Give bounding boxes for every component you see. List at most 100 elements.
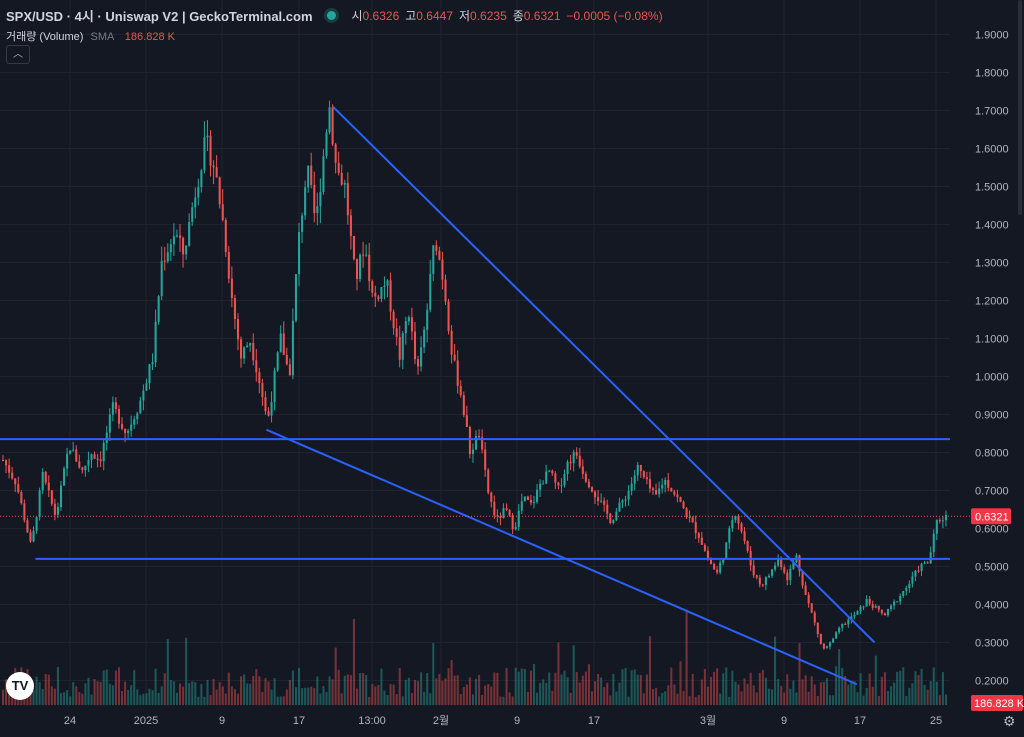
volume-bar — [374, 686, 377, 705]
volume-legend[interactable]: 거래량 (Volume) SMA 186.828 K — [6, 28, 175, 44]
candle — [264, 391, 267, 415]
candle-body — [279, 333, 282, 353]
candle — [612, 519, 615, 525]
candle — [355, 258, 359, 291]
volume-bar — [642, 693, 645, 705]
candle-body — [175, 235, 178, 237]
volume-bar — [844, 676, 847, 705]
volume-bar — [728, 696, 731, 705]
scrollbar[interactable] — [1018, 0, 1022, 215]
candle-body — [841, 624, 844, 628]
candle — [26, 517, 29, 533]
candle — [664, 477, 667, 493]
candle — [124, 428, 127, 443]
candle — [261, 378, 264, 406]
candle — [484, 442, 487, 477]
candle — [899, 593, 902, 605]
volume-bar — [453, 675, 456, 705]
volume-bar — [557, 642, 560, 705]
candle — [172, 223, 175, 256]
candle-body — [99, 459, 102, 462]
volume-bar — [389, 684, 392, 705]
volume-bar — [783, 692, 786, 705]
candle — [304, 180, 307, 220]
volume-bar — [5, 679, 8, 705]
candle-body — [737, 515, 740, 524]
candle-body — [148, 364, 151, 384]
candle — [102, 438, 105, 471]
candle-body — [682, 501, 685, 509]
candle — [66, 447, 69, 477]
candle-body — [200, 170, 203, 188]
candle-body — [450, 330, 453, 355]
volume-bar — [291, 670, 294, 705]
candle — [114, 397, 117, 414]
candle — [349, 209, 352, 250]
time-tick-label: 24 — [64, 715, 76, 727]
price-tick-label: 1.3000 — [975, 257, 1009, 269]
candle — [655, 483, 658, 496]
volume-bar — [529, 670, 532, 705]
candle-body — [17, 484, 20, 493]
candle-body — [935, 520, 938, 534]
candle-body — [670, 487, 673, 492]
candle — [767, 573, 771, 578]
volume-bar — [899, 670, 902, 705]
volume-bar — [929, 681, 932, 705]
candle-body — [127, 430, 130, 433]
candle — [444, 274, 447, 306]
candle-body — [401, 333, 404, 360]
volume-bar — [545, 683, 548, 705]
symbol-title[interactable]: SPX/USD · 4시 · Uniswap V2 | GeckoTermina… — [6, 9, 313, 24]
volume-bar — [426, 672, 429, 705]
candle-body — [441, 259, 444, 280]
trendlines — [0, 105, 950, 686]
candle — [584, 471, 587, 484]
candle-body — [502, 508, 505, 519]
candle-body — [740, 523, 743, 532]
candle — [542, 480, 545, 485]
volume-bar — [32, 690, 35, 705]
volume-bar — [258, 676, 261, 705]
volume-bar — [493, 672, 496, 705]
candle — [365, 244, 368, 257]
candle-body — [11, 472, 14, 479]
volume-bar — [175, 692, 178, 705]
volume-bar — [325, 691, 328, 705]
candle — [594, 490, 597, 504]
candle — [496, 509, 499, 523]
candle-body — [69, 450, 72, 454]
candle — [8, 458, 11, 479]
time-tick-label: 9 — [219, 715, 225, 727]
volume-bar — [578, 682, 581, 705]
candle-body — [886, 608, 890, 616]
candle-body — [893, 601, 896, 606]
volume-bar — [230, 686, 233, 705]
candle — [291, 308, 294, 380]
chevron-up-icon[interactable]: ︿ — [6, 45, 30, 64]
volume-bar — [456, 675, 459, 705]
volume-bar — [798, 643, 801, 705]
volume-bar — [505, 668, 508, 705]
symbol-header: SPX/USD · 4시 · Uniswap V2 | GeckoTermina… — [6, 6, 663, 25]
volume-bar — [2, 689, 5, 705]
candle-body — [267, 411, 270, 416]
candle-body — [81, 467, 84, 471]
candle-body — [413, 331, 417, 360]
volume-bar — [75, 686, 78, 705]
close-label: 종 — [512, 9, 524, 23]
candle-body — [896, 601, 899, 603]
volume-bar — [764, 677, 767, 705]
candle — [862, 605, 865, 611]
candle — [761, 583, 764, 588]
volume-bar — [227, 672, 230, 705]
candle-body — [868, 598, 871, 605]
candle-body — [505, 508, 508, 510]
candle — [874, 603, 877, 609]
candle — [517, 504, 520, 531]
volume-bar — [413, 680, 417, 705]
candle-body — [410, 317, 413, 332]
tradingview-logo-icon[interactable]: TV — [6, 672, 34, 700]
gear-icon[interactable]: ⚙ — [1003, 713, 1016, 729]
